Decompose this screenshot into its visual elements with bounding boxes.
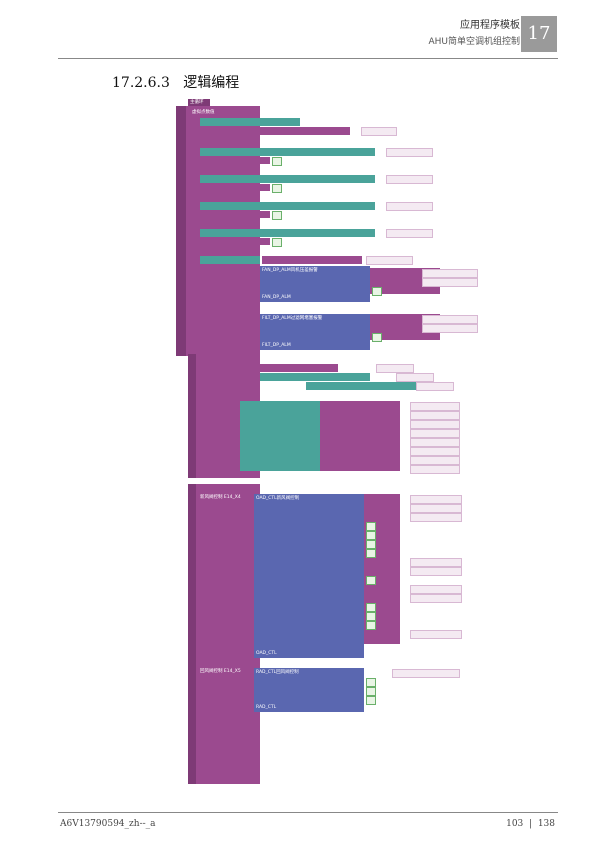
rad-val-3 [366,696,376,705]
var-ref-3 [386,148,433,157]
mid-ref-d [410,429,460,438]
logic-diagram: 主循环 虚拟点数值 FAN_DP_ALM风机压差报警 FAN_DP_ALM FI… [176,96,496,796]
oad-val-5 [366,576,376,585]
var-row-2 [200,127,350,135]
var-ref-4 [386,175,433,184]
mid-ref-1 [376,364,414,373]
section-number: 17.2.6.3 [112,75,170,91]
var-ref-7 [366,256,413,265]
oad-ref-6 [410,594,462,603]
value-0-a [272,157,282,166]
mid-ref-h [410,465,460,474]
var-row-7b [262,256,362,264]
var-row-3 [188,138,258,147]
teal-row-1 [200,118,300,126]
rad-out-row: 回风阀控制 E14_X5 [198,668,258,676]
filter-alarm-label [188,306,258,315]
mid-ref-a [410,402,460,411]
oad-ref-co2 [410,585,462,594]
filter-status-ref [422,324,478,333]
footer-divider [58,812,558,813]
bottom-group-spine [188,484,196,784]
value-0-c [272,211,282,220]
oad-ref-1 [410,495,462,504]
oad-ref-4 [410,558,462,567]
var-row-4b [200,184,270,191]
oad-val-7 [366,612,376,621]
oad-val-2 [366,531,376,540]
oad-val-3 [366,540,376,549]
mid-block-2 [240,401,320,471]
var-row-5b [200,211,270,218]
mid-ref-g [410,456,460,465]
teal-row-7 [200,256,260,264]
var-row-4 [188,166,258,175]
mid-ref-c [410,420,460,429]
teal-row-4 [200,175,375,183]
value-0-d [272,238,282,247]
fan-alarm-block: FAN_DP_ALM风机压差报警 FAN_DP_ALM [260,266,370,302]
teal-row-3 [200,148,375,156]
mid-ref-2 [396,373,434,382]
fan-status-ref [422,278,478,287]
oad-val-4 [366,549,376,558]
teal-row-6 [200,229,375,237]
var-row-7 [188,247,258,256]
document-id: A6V13790594_zh--_a [60,819,156,829]
mid-teal-1 [260,373,370,381]
main-loop-header: 主循环 [188,99,210,107]
oad-val-8 [366,621,376,630]
oad-ctl-block: OAD_CTL新风阀控制 OAD_CTL [254,494,364,658]
var-row-6b [200,238,270,245]
header-subtitle: AHU简单空调机组控制 [428,37,520,47]
section-title: 逻辑编程 [183,75,240,91]
header-divider [58,58,558,59]
current-page: 103 [506,819,524,829]
rad-val-1 [366,678,376,687]
mid-ref-f [410,447,460,456]
bottom-group-body [188,484,260,784]
fan-feedback-ref [422,269,478,278]
fan-delay-value [372,287,382,296]
mid-row-3 [198,392,258,400]
chapter-number: 17 [521,16,557,52]
rad-ctl-block: RAD_CTL回风阀控制 RAD_CTL [254,668,364,712]
oad-out-row: 新风阀控制 E14_X4 [198,494,258,502]
var-ref-1 [361,127,397,136]
var-row-3b [200,157,270,164]
filter-alarm-block: FILT_DP_ALM过滤网堵塞报警 FILT_DP_ALM [260,314,370,350]
oad-ref-5 [410,567,462,576]
header-title: 应用程序模板 [460,20,520,31]
page-number: 103 | 138 [506,819,555,829]
oad-val-1 [366,522,376,531]
oad-ref-3 [410,513,462,522]
var-row-6 [188,220,258,229]
rad-ref-1 [392,669,460,678]
teal-row-5 [200,202,375,210]
var-ref-5 [386,202,433,211]
total-pages: 138 [537,819,555,829]
mid-ref-b [410,411,460,420]
mid-block-2-io [320,401,400,471]
mid-teal-2 [306,382,416,390]
oad-ref-min [410,630,462,639]
section-heading: 17.2.6.3 逻辑编程 [112,72,239,92]
var-ref-6 [386,229,433,238]
oad-ref-2 [410,504,462,513]
filter-feedback-ref [422,315,478,324]
filter-delay-value [372,333,382,342]
mid-ref-3 [416,382,454,391]
var-row-1: 虚拟点数值 [188,108,258,117]
main-loop-spine [176,106,186,356]
var-row-5 [188,193,258,202]
middle-group-spine [188,354,196,478]
fan-alarm-label [188,266,258,275]
oad-val-6 [366,603,376,612]
mid-row-1 [198,356,258,364]
value-0-b [272,184,282,193]
page-separator: | [529,819,533,829]
rad-val-2 [366,687,376,696]
mid-ref-e [410,438,460,447]
mid-row-2 [198,364,338,372]
